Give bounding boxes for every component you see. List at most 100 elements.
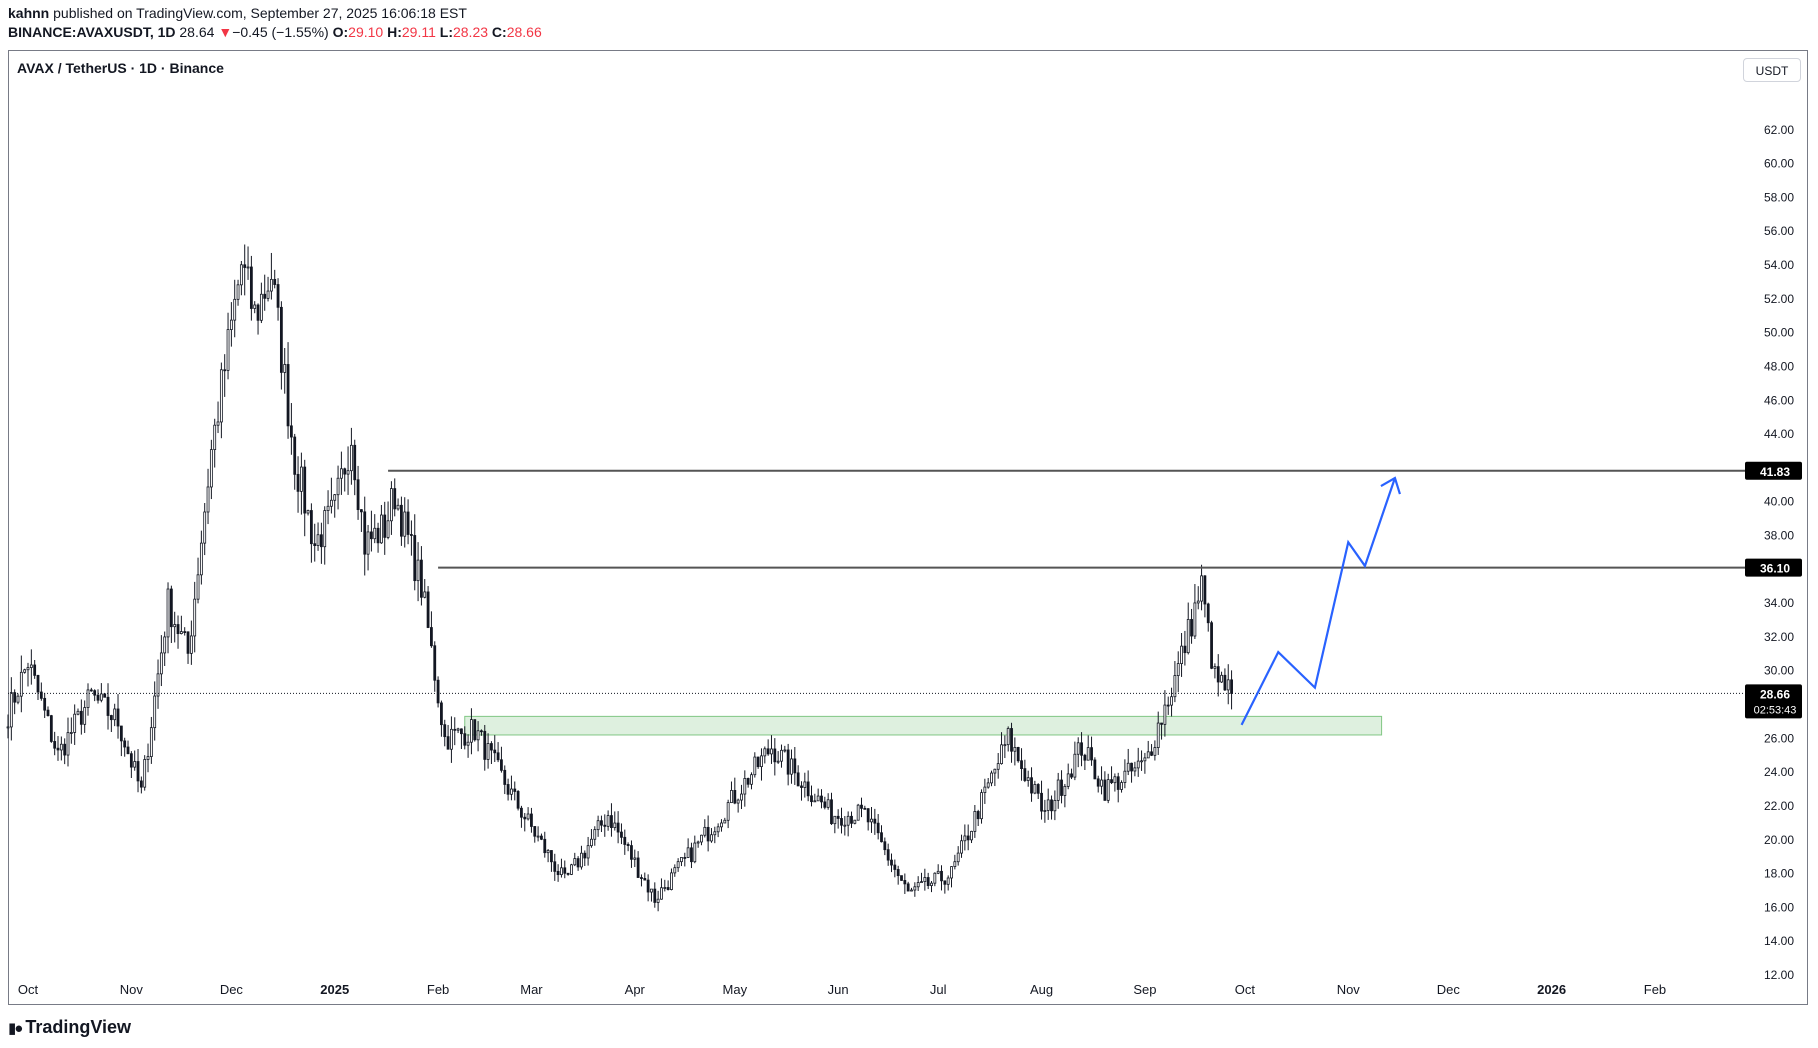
candle-body bbox=[319, 534, 323, 548]
candle-body bbox=[1020, 760, 1023, 769]
candle-body bbox=[906, 883, 910, 892]
x-tick-label: Sep bbox=[1133, 982, 1156, 997]
candle-body bbox=[256, 304, 260, 321]
candle-body bbox=[1120, 782, 1123, 790]
candle-body bbox=[813, 800, 817, 803]
candle-body bbox=[656, 898, 660, 903]
candle-body bbox=[176, 624, 180, 635]
candle-body bbox=[283, 364, 287, 373]
tradingview-logo[interactable]: ▮● TradingView bbox=[8, 1017, 131, 1038]
candle-body bbox=[1186, 619, 1190, 654]
symbol-title: AVAX / TetherUS · 1D · Binance bbox=[17, 60, 224, 76]
candle-body bbox=[1110, 779, 1113, 784]
candle-body bbox=[209, 449, 213, 488]
y-tick-label: 14.00 bbox=[1764, 934, 1794, 948]
candle-body bbox=[79, 710, 83, 725]
candle-body bbox=[750, 774, 753, 785]
x-tick-label: Dec bbox=[1437, 982, 1461, 997]
candle-body bbox=[1203, 575, 1207, 605]
candle-body bbox=[69, 732, 73, 734]
candle-body bbox=[19, 671, 23, 697]
y-tick-label: 20.00 bbox=[1764, 833, 1794, 847]
candle-body bbox=[833, 815, 837, 825]
candle-body bbox=[566, 872, 570, 875]
candle-body bbox=[1173, 675, 1177, 698]
candle-body bbox=[413, 535, 417, 582]
candle-body bbox=[803, 781, 807, 788]
candle-body bbox=[663, 887, 667, 889]
candle-body bbox=[463, 733, 467, 746]
candle-body bbox=[49, 715, 53, 742]
candle-body bbox=[89, 689, 93, 692]
candle-body bbox=[990, 772, 993, 784]
candle-body bbox=[1123, 770, 1127, 783]
candle-body bbox=[13, 692, 17, 703]
candle-body bbox=[630, 845, 633, 860]
candle-body bbox=[229, 319, 233, 330]
author-name[interactable]: kahnn bbox=[8, 5, 50, 21]
candle-body bbox=[940, 870, 943, 882]
candle-body bbox=[480, 730, 483, 733]
candle-body bbox=[713, 831, 717, 836]
candle-body bbox=[249, 266, 253, 309]
candle-body bbox=[753, 756, 757, 776]
candle-body bbox=[846, 815, 850, 826]
high-value: 29.11 bbox=[401, 24, 436, 40]
low-value: 28.23 bbox=[452, 24, 489, 40]
y-tick-label: 30.00 bbox=[1764, 664, 1794, 678]
open-label: O: bbox=[332, 24, 349, 40]
candle-body bbox=[396, 504, 400, 510]
candle-body bbox=[476, 730, 480, 741]
tradingview-logo-icon: ▮● bbox=[8, 1019, 23, 1037]
y-tick-label: 48.00 bbox=[1764, 359, 1794, 373]
candle-body bbox=[866, 808, 870, 823]
candle-body bbox=[826, 799, 830, 808]
x-tick-label: Jul bbox=[930, 982, 947, 997]
candle-body bbox=[643, 878, 647, 881]
candle-body bbox=[596, 820, 600, 831]
candle-body bbox=[53, 741, 57, 749]
candle-body bbox=[293, 436, 297, 475]
y-tick-label: 54.00 bbox=[1764, 258, 1794, 272]
candle-body bbox=[523, 816, 527, 820]
projection-arrow-head bbox=[1380, 476, 1401, 495]
candle-body bbox=[223, 369, 227, 372]
candle-body bbox=[36, 674, 40, 693]
last-price-header: 28.64 bbox=[179, 24, 215, 40]
candle-body bbox=[786, 749, 790, 775]
candle-body bbox=[349, 444, 353, 472]
candle-body bbox=[346, 470, 350, 475]
x-tick-label: 2026 bbox=[1537, 982, 1566, 997]
candle-body bbox=[510, 788, 513, 795]
candle-body bbox=[1086, 747, 1090, 761]
candle-body bbox=[780, 749, 783, 762]
y-tick-label: 16.00 bbox=[1764, 900, 1794, 914]
candle-body bbox=[763, 748, 767, 757]
candle-body bbox=[1180, 645, 1183, 664]
candle-body bbox=[149, 727, 153, 757]
low-label: L: bbox=[439, 24, 453, 40]
open-value: 29.10 bbox=[348, 24, 384, 40]
candle-body bbox=[973, 811, 977, 832]
candle-body bbox=[770, 748, 773, 755]
candle-body bbox=[146, 756, 150, 760]
candle-body bbox=[246, 266, 250, 269]
candle-body bbox=[890, 859, 893, 866]
candle-body bbox=[456, 728, 460, 731]
candle-body bbox=[279, 306, 283, 373]
currency-button[interactable]: USDT bbox=[1743, 58, 1801, 82]
candle-body bbox=[1070, 773, 1073, 778]
candle-body bbox=[633, 857, 637, 860]
x-tick-label: Oct bbox=[18, 982, 39, 997]
candle-body bbox=[196, 574, 200, 600]
candle-body bbox=[123, 740, 127, 748]
candle-body bbox=[916, 882, 920, 888]
candle-body bbox=[1206, 603, 1210, 624]
candle-body bbox=[570, 864, 573, 875]
candle-body bbox=[690, 847, 693, 863]
candle-body bbox=[766, 748, 770, 755]
candle-body bbox=[893, 864, 897, 870]
candle-body bbox=[416, 559, 420, 582]
close-label: C: bbox=[491, 24, 507, 40]
